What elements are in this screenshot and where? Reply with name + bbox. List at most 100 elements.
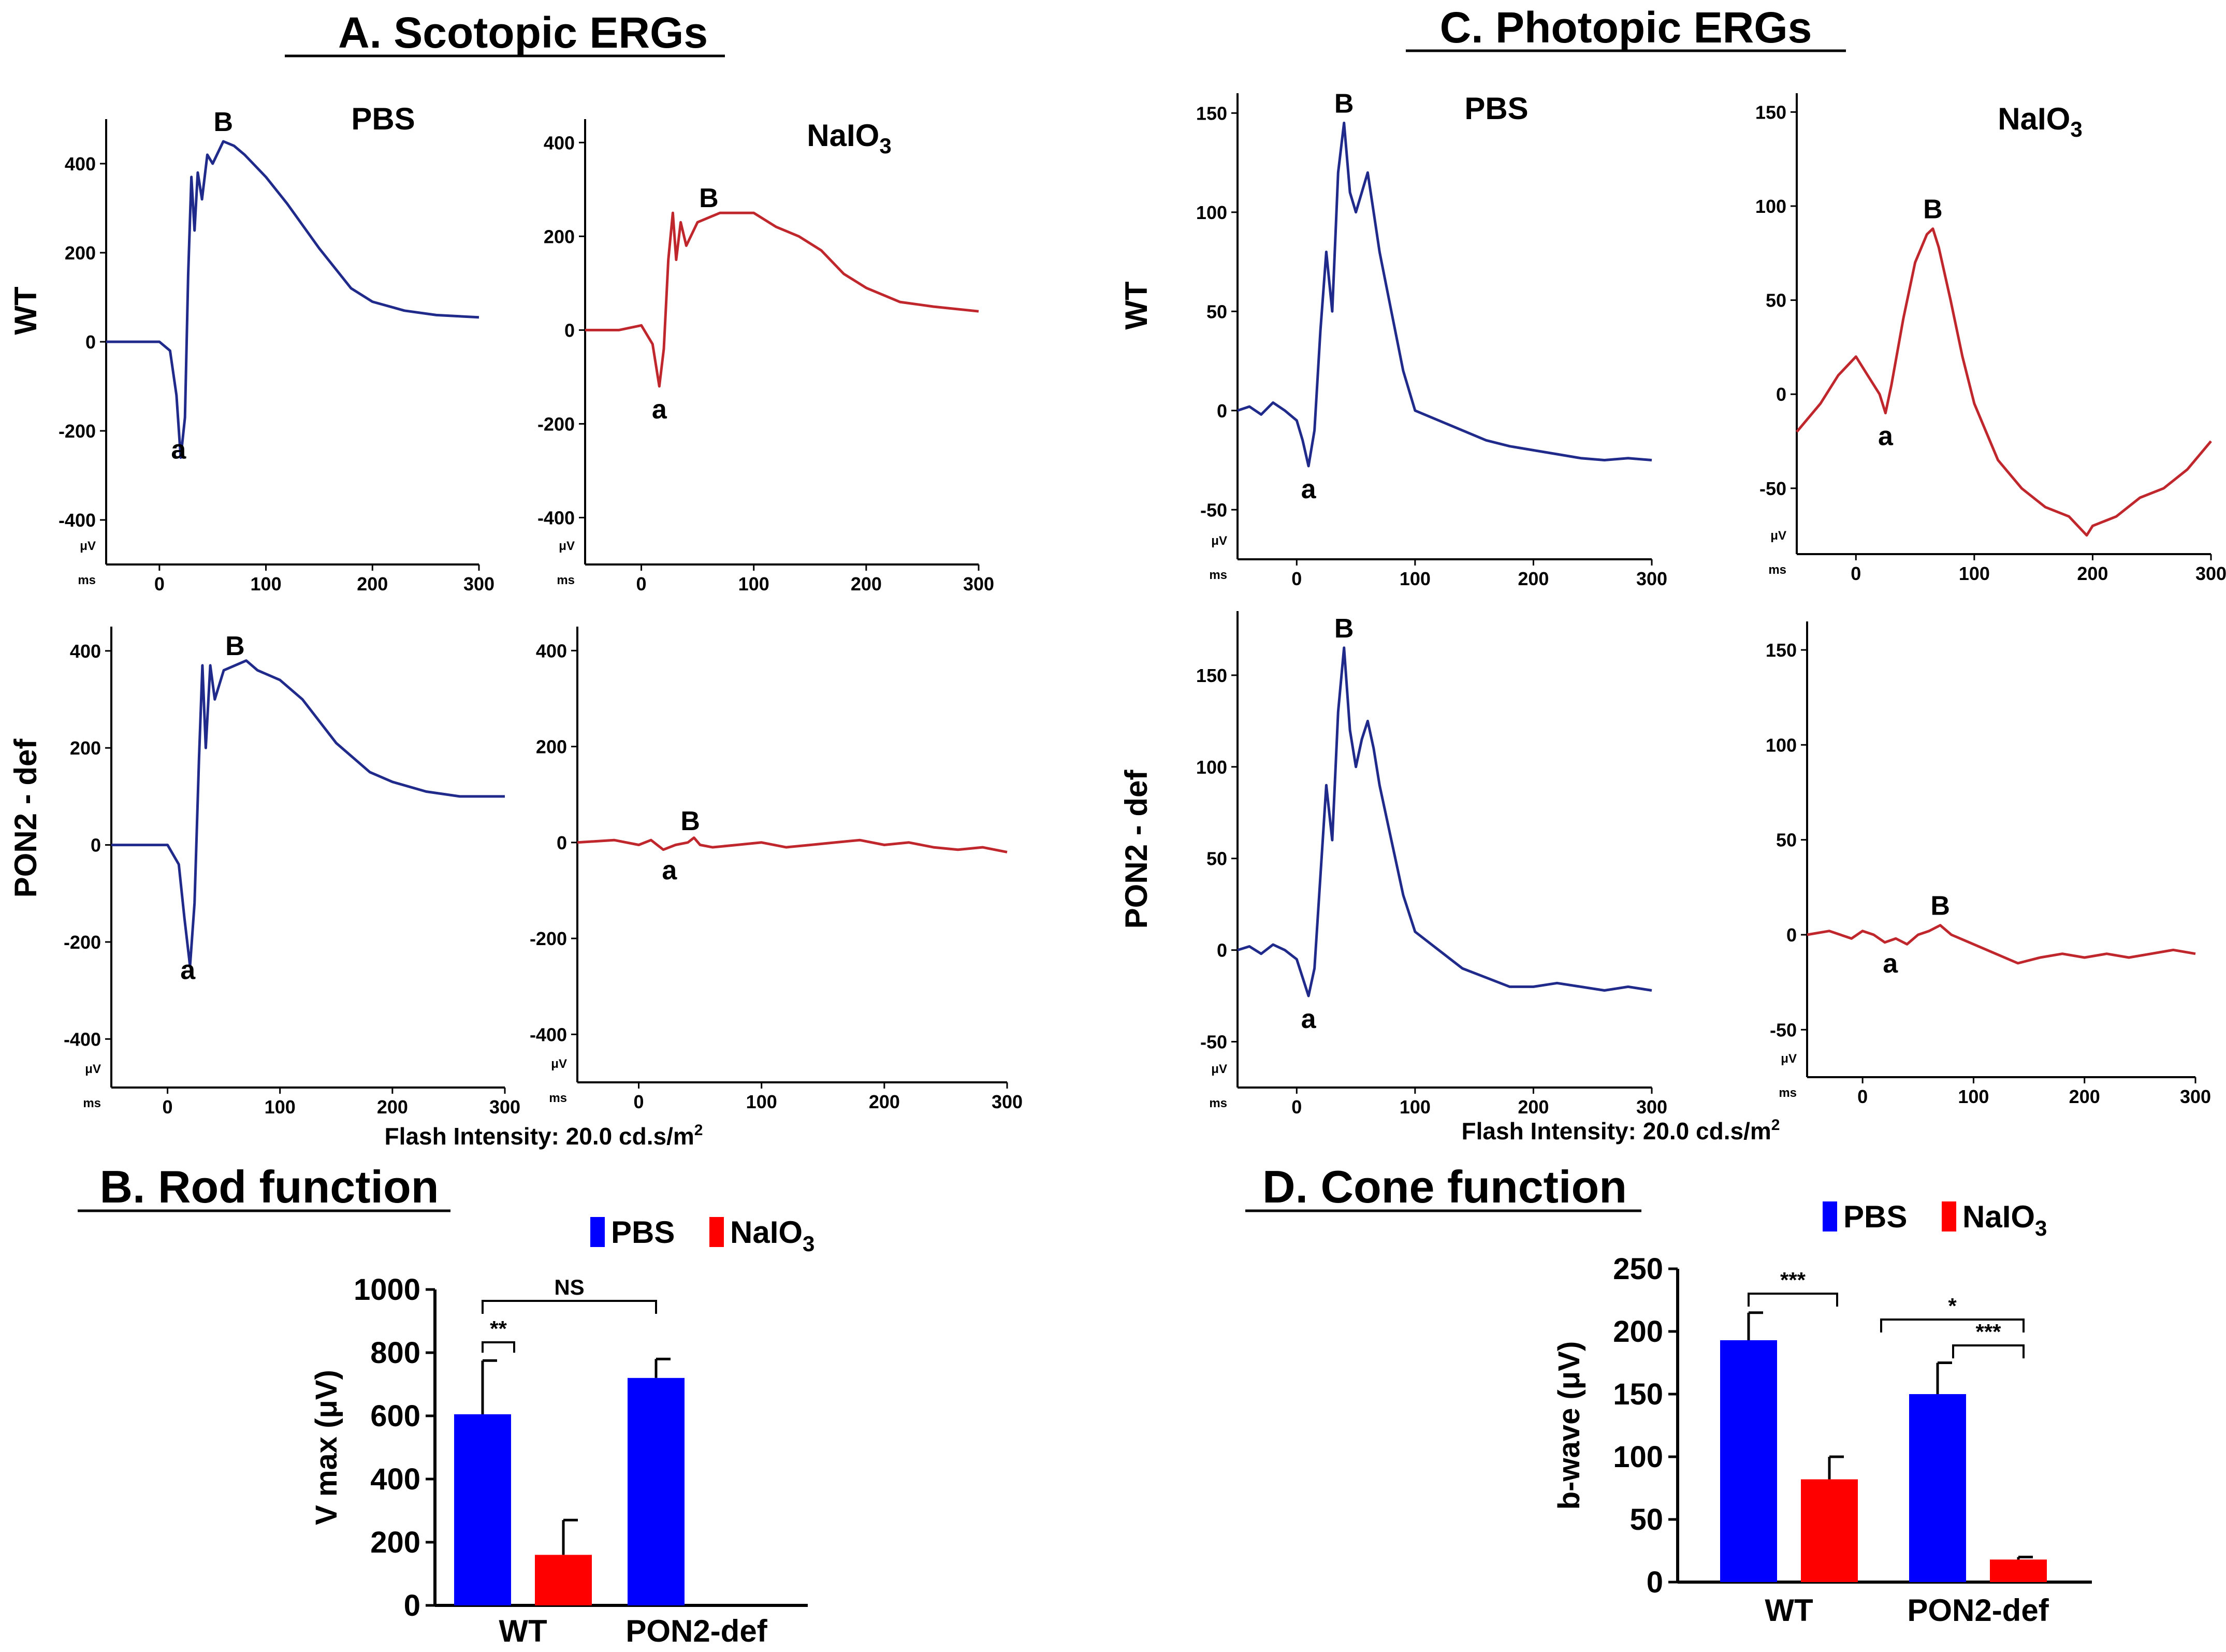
- y-tick-label: 0: [91, 835, 101, 856]
- scotopic-wt-naio3-panel: 400 200 0 -200 -400 0 100 200 300 μV ms a B: [537, 119, 994, 595]
- x-tick-label: 0: [636, 573, 647, 595]
- scotopic-row-pon2-label: PON2 - def: [8, 738, 43, 898]
- y-tick-label: 0: [1217, 940, 1227, 961]
- bar: [535, 1555, 592, 1605]
- x-tick-label: 300: [963, 573, 994, 595]
- significance-bracket: [1880, 1318, 2025, 1332]
- significance-label: *: [1948, 1294, 1957, 1318]
- photopic-flash-caption: Flash Intensity: 20.0 cd.s/m2: [1462, 1117, 1780, 1144]
- legend-label: PBS: [1843, 1199, 1907, 1234]
- scotopic-flash-caption: Flash Intensity: 20.0 cd.s/m2: [385, 1122, 703, 1150]
- x-tick-label: 300: [2180, 1086, 2211, 1107]
- y-tick-label: 50: [1630, 1503, 1663, 1537]
- y-tick-label: 150: [1613, 1378, 1663, 1411]
- erg-trace: [106, 140, 479, 459]
- erg-trace: [577, 836, 1008, 853]
- y-tick-label: 200: [65, 242, 96, 264]
- bar: [1990, 1559, 2047, 1582]
- y-tick-label: -400: [537, 507, 575, 528]
- uv-unit-label: μV: [551, 1057, 567, 1071]
- x-tick-label: 100: [265, 1096, 296, 1118]
- category-label: PON2-def: [1907, 1593, 2049, 1628]
- b-wave-peak-label: B: [1923, 195, 1943, 225]
- y-tick-label: 200: [1613, 1315, 1663, 1349]
- legend-swatch: [709, 1217, 724, 1247]
- y-tick-label: -50: [1200, 499, 1227, 520]
- x-tick-label: 100: [746, 1091, 777, 1112]
- rod-function-chart: 0 200 400 600 800 1000 V max (μV) WT PON2-def PBS…: [310, 1215, 814, 1648]
- x-tick-label: 100: [1958, 1086, 1989, 1107]
- x-tick-label: 100: [251, 573, 282, 595]
- y-tick-label: 400: [65, 153, 96, 175]
- bar: [628, 1378, 685, 1605]
- x-tick-label: 300: [992, 1091, 1023, 1112]
- y-tick-label: -400: [59, 510, 96, 531]
- y-tick-label: 0: [404, 1589, 420, 1622]
- x-tick-label: 200: [851, 573, 882, 595]
- scotopic-row-wt-label: WT: [8, 286, 43, 335]
- significance-label: NS: [554, 1275, 584, 1299]
- y-tick-label: 100: [1196, 202, 1227, 223]
- y-tick-label: 200: [70, 737, 101, 759]
- x-tick-label: 200: [2077, 563, 2108, 584]
- x-tick-label: 200: [869, 1091, 900, 1112]
- y-tick-label: 0: [1217, 400, 1227, 422]
- a-wave-label: a: [652, 395, 667, 425]
- y-tick-label: 150: [1196, 665, 1227, 686]
- x-tick-label: 0: [1857, 1086, 1868, 1107]
- ms-unit-label: ms: [1779, 1086, 1797, 1100]
- x-tick-label: 200: [377, 1096, 408, 1118]
- category-label: WT: [1765, 1593, 1813, 1628]
- x-tick-label: 100: [1959, 563, 1990, 584]
- legend-swatch: [1823, 1201, 1837, 1231]
- legend-swatch: [590, 1217, 605, 1247]
- y-tick-label: 50: [1206, 848, 1227, 870]
- x-tick-label: 200: [1518, 568, 1549, 589]
- scotopic-pon2-naio3-panel: 400 200 0 -200 -400 0 100 200 300 μV ms aB: [530, 627, 1023, 1112]
- y-tick-label: -200: [64, 932, 101, 953]
- uv-unit-label: μV: [1211, 1062, 1227, 1076]
- x-tick-label: 300: [463, 573, 494, 595]
- photopic-row-wt-label: WT: [1119, 281, 1154, 329]
- section-c-title: C. Photopic ERGs: [1440, 3, 1812, 52]
- erg-trace: [1807, 924, 2196, 965]
- significance-bracket: [1748, 1293, 1838, 1307]
- erg-trace: [1237, 121, 1652, 468]
- y-axis-label: b-wave (μV): [1552, 1341, 1586, 1510]
- significance-bracket: [1952, 1344, 2025, 1358]
- ms-unit-label: ms: [549, 1091, 567, 1105]
- uv-unit-label: μV: [80, 539, 96, 553]
- y-axis-label: V max (μV): [310, 1370, 343, 1525]
- legend-label: NaIO3: [730, 1215, 814, 1256]
- legend-label: PBS: [611, 1215, 675, 1250]
- y-tick-label: 800: [370, 1336, 420, 1370]
- y-tick-label: 150: [1196, 103, 1227, 124]
- y-tick-label: 200: [544, 226, 575, 247]
- scotopic-naio3-header: NaIO3: [807, 118, 891, 158]
- photopic-pbs-header: PBS: [1464, 91, 1528, 126]
- a-wave-label: a: [180, 955, 196, 985]
- photopic-wt-pbs-panel: 150 100 50 0 -50 0 100 200 300 μV ms a B: [1196, 89, 1667, 589]
- x-tick-label: 200: [2069, 1086, 2100, 1107]
- photopic-pon2-naio3-panel: 150 100 50 0 -50 0 100 200 300 μV ms a B: [1766, 621, 2211, 1107]
- x-tick-label: 0: [1291, 1096, 1302, 1118]
- y-tick-label: 150: [1755, 102, 1786, 123]
- ms-unit-label: ms: [1209, 568, 1227, 582]
- y-tick-label: -200: [59, 421, 96, 442]
- y-tick-label: 100: [1196, 757, 1227, 778]
- category-label: PON2-def: [625, 1614, 767, 1648]
- erg-trace: [1796, 227, 2212, 537]
- y-tick-label: -50: [1770, 1019, 1797, 1040]
- section-b-title: B. Rod function: [100, 1161, 439, 1212]
- x-tick-label: 200: [357, 573, 388, 595]
- a-wave-label: a: [171, 434, 186, 465]
- x-tick-label: 0: [154, 573, 165, 595]
- cone-function-chart: 0 50 100 150 200 250 b-wave (μV) WT PON2-def PBS N…: [1552, 1199, 2092, 1628]
- y-tick-label: -50: [1759, 478, 1786, 499]
- uv-unit-label: μV: [1770, 529, 1786, 543]
- significance-label: **: [490, 1316, 507, 1341]
- legend-swatch: [1942, 1201, 1956, 1231]
- bar: [1909, 1394, 1966, 1582]
- y-tick-label: 400: [536, 640, 567, 661]
